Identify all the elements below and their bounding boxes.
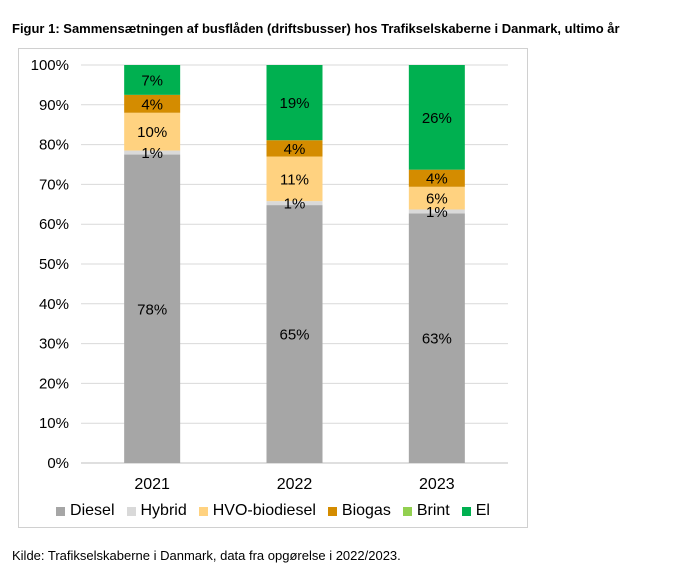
data-label: 63%: [422, 331, 452, 348]
legend-swatch: [327, 506, 337, 516]
legend-label: Brint: [416, 502, 450, 519]
legend-item: Hybrid: [126, 502, 187, 520]
bar-segment-el: [124, 65, 181, 95]
bar-segment-hybrid: [124, 150, 181, 155]
bar-segment-hvo-biodiesel: [266, 156, 323, 202]
data-label: 4%: [141, 96, 163, 113]
data-label: 4%: [426, 171, 448, 188]
y-tick-label: 30%: [39, 336, 69, 353]
bar-segment-el: [408, 65, 465, 170]
y-tick-label: 40%: [39, 296, 69, 313]
y-tick-label: 100%: [31, 57, 69, 74]
chart-frame: 0% 10% 20% 30% 40% 50% 60% 70% 80% 90% 100% 78% 1% 10…: [18, 48, 528, 528]
legend-swatch: [402, 506, 412, 516]
bar-segment-diesel: [408, 213, 465, 463]
legend-item: HVO-biodiesel: [198, 502, 316, 520]
figure-title: Figur 1: Sammensætningen af busflåden (d…: [12, 21, 620, 36]
data-label: 1%: [426, 204, 448, 221]
bar-segment-biogas: [408, 169, 465, 187]
data-label: 1%: [284, 196, 306, 213]
legend-label: El: [475, 502, 490, 519]
data-label: 1%: [141, 145, 163, 162]
bar-segment-biogas: [124, 94, 181, 113]
data-label: 65%: [279, 327, 309, 344]
stacked-bar-chart: 0% 10% 20% 30% 40% 50% 60% 70% 80% 90% 100% 78% 1% 10…: [31, 57, 508, 493]
source-note: Kilde: Trafikselskaberne i Danmark, data…: [12, 548, 401, 563]
data-label: 7%: [141, 72, 163, 89]
y-tick-label: 20%: [39, 375, 69, 392]
legend-label: HVO-biodiesel: [212, 502, 316, 519]
data-label: 19%: [279, 95, 309, 112]
x-tick-label: 2023: [419, 476, 455, 493]
bar-segment-biogas: [266, 140, 323, 157]
data-label: 26%: [422, 110, 452, 127]
y-tick-label: 80%: [39, 137, 69, 154]
chart-legend: Diesel Hybrid HVO-biodiesel Biogas Brint El: [18, 502, 528, 520]
y-tick-label: 90%: [39, 97, 69, 114]
y-tick-label: 0%: [47, 455, 69, 472]
bar-segment-el: [266, 65, 323, 141]
legend-label: Diesel: [70, 502, 115, 519]
legend-item: Biogas: [327, 502, 391, 520]
legend-item: Diesel: [56, 502, 115, 520]
legend-swatch: [126, 506, 136, 516]
legend-label: Hybrid: [140, 502, 187, 519]
bar-segment-hvo-biodiesel: [124, 112, 181, 151]
data-label: 6%: [426, 191, 448, 208]
bar-segment-hvo-biodiesel: [408, 186, 465, 210]
bar-segment-diesel: [124, 154, 181, 464]
legend-label: Biogas: [341, 502, 391, 519]
bar-segment-diesel: [266, 205, 323, 463]
bar-segment-hybrid: [266, 201, 323, 206]
x-tick-label: 2021: [134, 476, 170, 493]
data-label: 4%: [284, 141, 306, 158]
legend-swatch: [461, 506, 471, 516]
legend-item: Brint: [402, 502, 450, 520]
legend-swatch: [56, 506, 66, 516]
x-tick-label: 2022: [277, 476, 313, 493]
data-label: 11%: [280, 171, 309, 188]
data-label: 78%: [137, 301, 167, 318]
bar-segment-hybrid: [408, 209, 465, 214]
legend-item: El: [461, 502, 490, 520]
y-tick-label: 50%: [39, 256, 69, 273]
y-tick-label: 60%: [39, 216, 69, 233]
y-tick-label: 10%: [39, 415, 69, 432]
legend-swatch: [198, 506, 208, 516]
y-tick-label: 70%: [39, 176, 69, 193]
data-label: 10%: [137, 124, 167, 141]
